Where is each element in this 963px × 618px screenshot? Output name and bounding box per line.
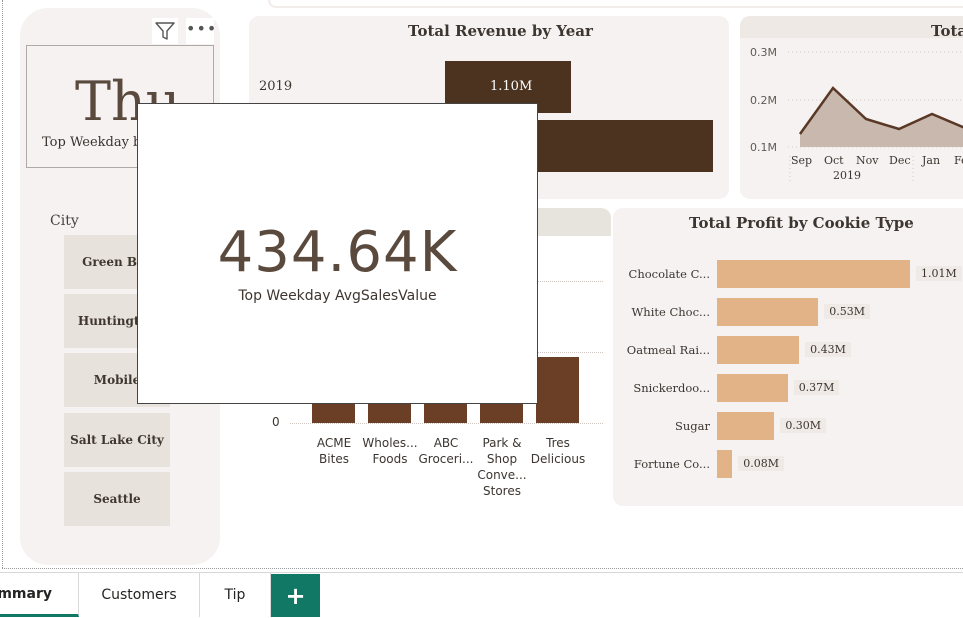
profit-bar[interactable] [717, 336, 800, 364]
line-x-tick-feb: Fe [954, 154, 963, 167]
profit-value-label: 1.01M [916, 266, 962, 281]
canvas-border-bottom [2, 568, 963, 569]
line-x-tick-dec: Dec [889, 154, 911, 167]
line-x-tick-oct: Oct [824, 154, 844, 167]
top-weekday-avg-sales-label: Top Weekday AvgSalesValue [238, 288, 437, 304]
line-chart-title: Tota [931, 22, 963, 40]
line-y-tick-2: 0.2M [750, 94, 777, 107]
profit-by-cookie-visual[interactable]: Total Profit by Cookie Type Chocolate C.… [613, 208, 963, 506]
customer-y-tick-zero: 0 [272, 415, 280, 429]
profit-bar[interactable] [717, 374, 788, 402]
filter-icon[interactable] [152, 18, 178, 44]
profit-category-label: Chocolate C... [628, 267, 710, 281]
customer-x-label-acme: ACME Bites [316, 436, 352, 466]
profit-category-label: Oatmeal Rai... [626, 343, 710, 357]
top-weekday-label: Top Weekday by [42, 135, 149, 150]
customer-x-label-abc: ABC Groceri... [418, 436, 474, 466]
profit-bar[interactable] [717, 260, 910, 288]
city-button-salt-lake-city[interactable]: Salt Lake City [64, 413, 170, 467]
tab-summary[interactable]: ummary [0, 573, 79, 617]
total-line-visual[interactable]: Tota 0.3M 0.2M 0.1M Sep Oct Nov Dec Jan … [740, 16, 963, 199]
focus-card-popup[interactable]: 434.64K Top Weekday AvgSalesValue [137, 103, 538, 404]
city-button-seattle[interactable]: Seattle [64, 472, 170, 526]
profit-bar[interactable] [717, 450, 733, 478]
profit-value-label: 0.30M [780, 418, 827, 433]
profit-bar[interactable] [717, 412, 775, 440]
profit-chart-title: Total Profit by Cookie Type [689, 214, 914, 232]
line-series [798, 86, 963, 135]
tab-tip[interactable]: Tip [200, 573, 271, 617]
customer-x-label-tres: Tres Delicious [530, 436, 586, 466]
page-tab-bar: ummary Customers Tip + [0, 572, 963, 618]
profit-value-label: 0.08M [738, 456, 785, 471]
revenue-chart-title: Total Revenue by Year [408, 22, 593, 40]
top-visual-edge [268, 0, 963, 8]
profit-bar[interactable] [717, 298, 819, 326]
canvas-border-left [2, 0, 3, 568]
add-page-button[interactable]: + [271, 574, 320, 617]
line-x-tick-sep: Sep [791, 154, 812, 167]
line-x-tick-jan: Jan [921, 154, 940, 167]
more-options-icon[interactable]: ••• [186, 18, 216, 44]
revenue-bar-label-2019: 1.10M [490, 79, 533, 94]
customer-x-label-wholesome: Wholes... Foods [362, 436, 418, 466]
line-x-tick-nov: Nov [856, 154, 879, 167]
profit-value-label: 0.37M [793, 380, 840, 395]
report-canvas: Thu Top Weekday by ••• City Green Bay Hu… [2, 0, 963, 569]
line-y-tick-1: 0.3M [750, 46, 777, 59]
profit-category-label: Snickerdoo... [633, 381, 710, 395]
top-weekday-avg-sales-value: 434.64K [217, 220, 458, 285]
line-year-label: 2019 [833, 169, 861, 182]
profit-value-label: 0.53M [824, 304, 871, 319]
customer-grid-baseline [290, 423, 603, 424]
city-slicer-header: City [50, 213, 79, 229]
line-area [800, 88, 963, 147]
profit-category-label: Sugar [675, 419, 710, 433]
customer-bar-tres [536, 357, 579, 423]
profit-category-label: White Choc... [631, 305, 710, 319]
tab-customers[interactable]: Customers [79, 573, 200, 617]
line-y-tick-3: 0.1M [750, 141, 777, 154]
customer-x-label-park-shop: Park & Shop Conve... Stores [477, 436, 527, 498]
line-chart-header [740, 16, 963, 38]
profit-value-label: 0.43M [805, 342, 851, 357]
line-chart-svg: 0.3M 0.2M 0.1M Sep Oct Nov Dec Jan Fe 20… [750, 46, 963, 184]
profit-category-label: Fortune Co... [633, 457, 710, 471]
revenue-year-label: 2019 [259, 79, 293, 94]
